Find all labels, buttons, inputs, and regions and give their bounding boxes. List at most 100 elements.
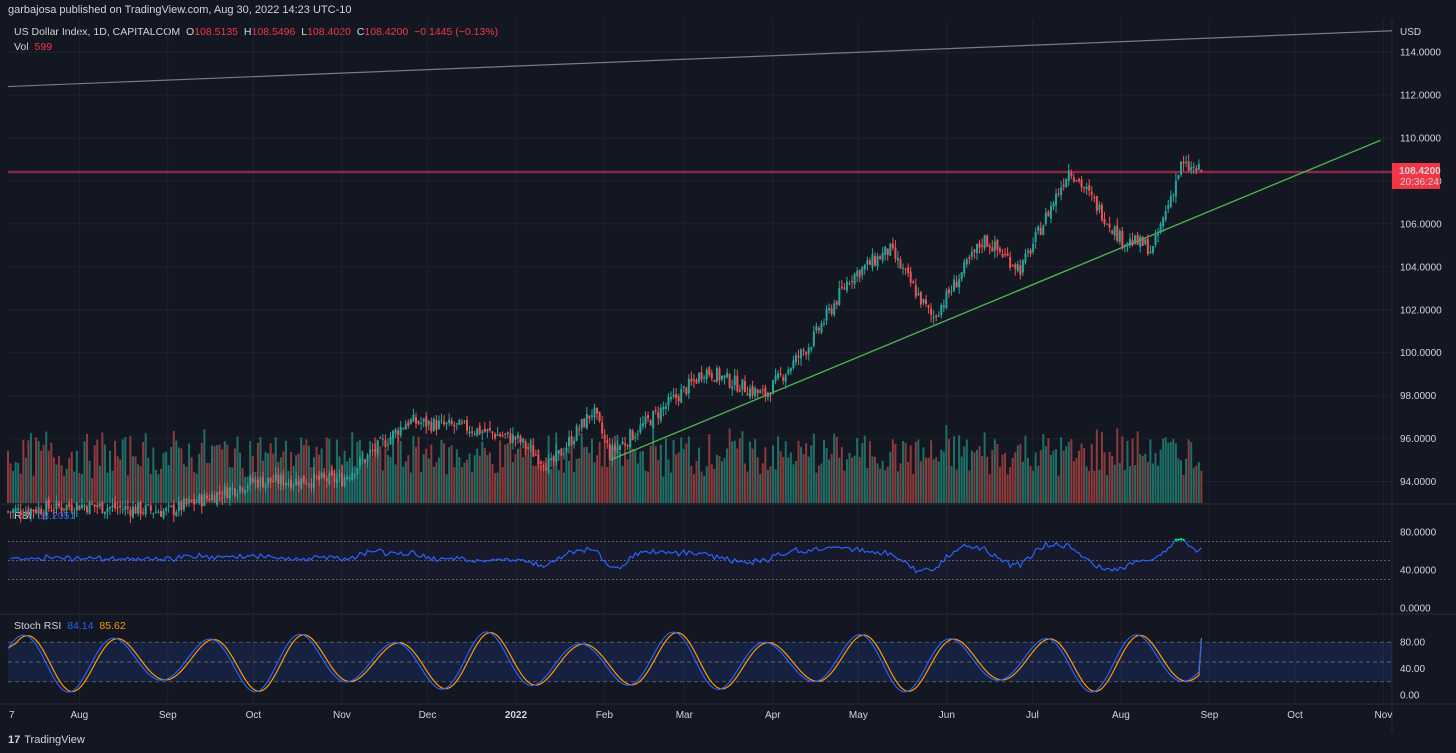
volume-bar <box>573 472 576 503</box>
volume-bar <box>1072 461 1075 503</box>
candle-body <box>672 394 675 397</box>
volume-bar <box>1001 454 1004 503</box>
volume-bar <box>825 447 828 503</box>
candle-body <box>1197 163 1200 170</box>
candle-body <box>328 472 331 485</box>
volume-bar <box>858 456 861 503</box>
change-value: −0.1445 (−0.13%) <box>414 26 499 38</box>
volume-bar <box>40 450 43 503</box>
volume-bar <box>420 471 423 503</box>
volume-bar <box>562 472 565 503</box>
volume-bar <box>1136 431 1139 503</box>
candle-body <box>65 505 68 511</box>
volume-bar <box>9 463 12 503</box>
close-value: 108.4200 <box>364 26 409 38</box>
volume-bar <box>664 438 667 503</box>
candle-body <box>267 477 270 484</box>
main-legend[interactable]: US Dollar Index, 1D, CAPITALCOM O108.513… <box>14 26 501 38</box>
volume-bar <box>1021 461 1024 503</box>
volume-bar <box>45 431 48 503</box>
candle-body <box>675 394 678 398</box>
candle-body <box>223 486 226 497</box>
candle-body <box>708 367 711 375</box>
support-trendline[interactable] <box>609 139 1381 461</box>
candle-body <box>19 510 22 516</box>
candle-body <box>845 281 848 291</box>
volume-bar <box>98 465 101 503</box>
volume-bar <box>180 448 183 503</box>
candle-body <box>917 293 920 295</box>
volume-bar <box>1180 460 1182 503</box>
stoch-k-line[interactable] <box>7 631 1202 693</box>
candle-body <box>402 428 405 430</box>
rsi-tick-label: 40.0000 <box>1400 566 1437 577</box>
volume-bar <box>912 473 915 503</box>
stoch-label[interactable]: Stoch RSI <box>14 620 62 632</box>
volume-bar <box>1182 474 1185 503</box>
candle-body <box>998 248 1001 252</box>
volume-bar <box>1190 442 1193 503</box>
volume-bar <box>1006 474 1009 503</box>
volume-bar <box>407 455 410 503</box>
candle-body <box>1159 223 1162 233</box>
volume-bar <box>810 445 813 503</box>
volume-legend[interactable]: Vol 599 <box>14 41 55 53</box>
candle-body <box>866 260 869 265</box>
volume-bar <box>1067 441 1070 503</box>
volume-bar <box>927 457 930 503</box>
candle-body <box>511 434 514 443</box>
volume-bar <box>491 464 494 503</box>
tradingview-logo[interactable]: 17 TradingView <box>8 734 85 746</box>
x-tick-label: Sep <box>159 710 177 721</box>
volume-bar <box>307 445 310 503</box>
volume-bar <box>687 436 690 503</box>
candle-body <box>817 328 820 331</box>
candle-body <box>417 421 420 424</box>
stoch-legend[interactable]: Stoch RSI 84.14 85.62 <box>14 620 129 632</box>
candle-body <box>1157 234 1160 236</box>
volume-bar <box>998 466 1001 503</box>
candle-body <box>83 505 86 508</box>
candle-body <box>909 271 912 283</box>
volume-bar <box>124 437 127 503</box>
candle-body <box>185 498 188 505</box>
volume-bar <box>606 466 609 503</box>
candle-body <box>914 285 917 297</box>
volume-bar <box>580 433 583 503</box>
candle-body <box>445 422 448 425</box>
volume-bar <box>323 471 326 503</box>
vol-label[interactable]: Vol <box>14 41 29 53</box>
volume-bar <box>50 442 53 503</box>
candle-body <box>751 386 754 396</box>
candle-body <box>188 499 191 503</box>
volume-bar <box>463 462 466 503</box>
candle-body <box>318 475 321 480</box>
symbol-name[interactable]: US Dollar Index, 1D, CAPITALCOM <box>14 26 181 38</box>
candle-body <box>1070 172 1073 176</box>
candle-body <box>200 495 203 507</box>
candle-body <box>960 272 963 279</box>
candle-body <box>274 473 277 481</box>
candle-body <box>80 504 83 509</box>
volume-bar <box>1065 446 1068 503</box>
volume-bar <box>710 464 713 503</box>
volume-bar <box>993 439 996 503</box>
candle-body <box>524 441 527 449</box>
candle-body <box>779 373 782 375</box>
volume-bar <box>1177 458 1180 503</box>
volume-bar <box>1106 475 1109 503</box>
candle-body <box>290 479 293 489</box>
volume-bar <box>557 470 560 503</box>
rsi-line[interactable] <box>10 538 1202 574</box>
volume-bar <box>930 440 933 503</box>
upper-trendline[interactable] <box>7 30 1393 88</box>
candle-body <box>879 256 882 260</box>
candle-body <box>1029 249 1032 254</box>
candle-body <box>593 407 596 418</box>
volume-bar <box>514 453 517 503</box>
candle-body <box>539 461 542 464</box>
volume-bar <box>440 439 443 503</box>
volume-bar <box>585 446 588 503</box>
volume-bar <box>483 447 486 503</box>
